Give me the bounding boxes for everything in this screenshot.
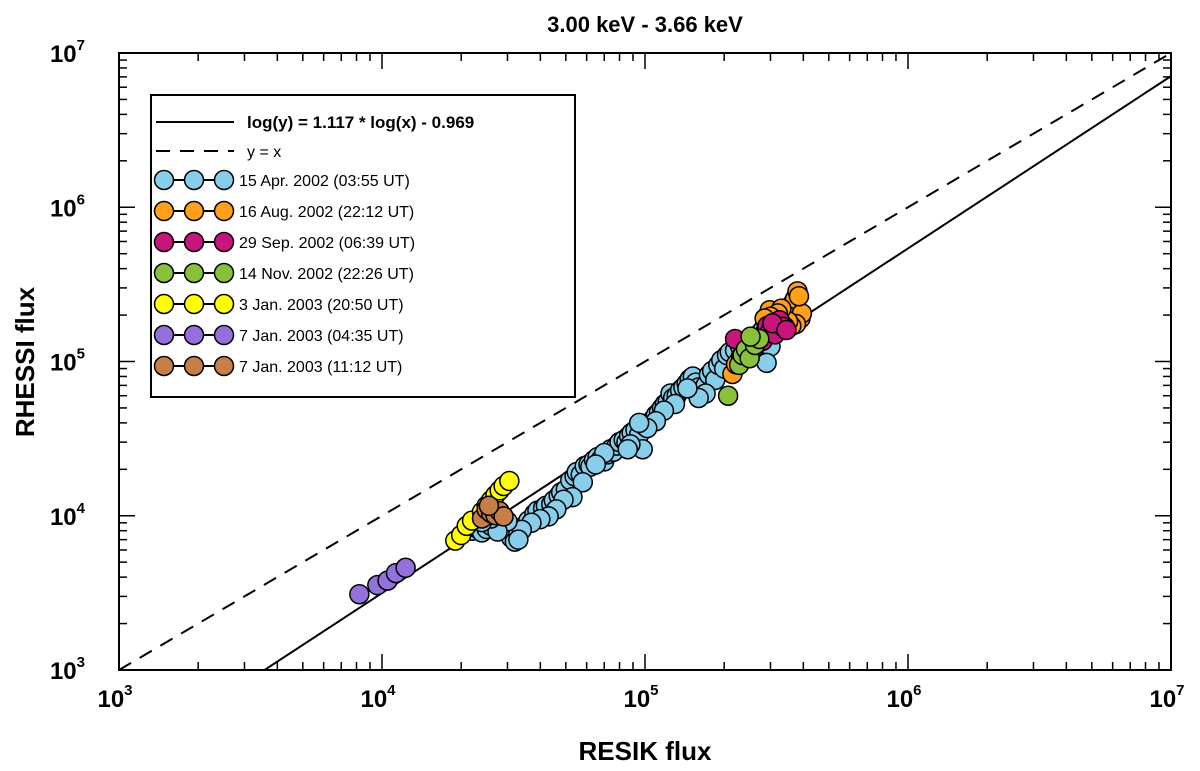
series-7	[471, 495, 514, 529]
data-point	[776, 319, 797, 341]
legend-entry: 14 Nov. 2002 (22:26 UT)	[153, 262, 414, 284]
x-tick-label: 106	[886, 682, 921, 713]
plot-frame	[118, 52, 1172, 671]
y-tick-label: 104	[50, 500, 86, 531]
legend-marker	[183, 231, 205, 253]
legend-marker	[183, 324, 205, 346]
legend-marker	[213, 355, 235, 377]
legend-marker	[183, 262, 205, 284]
legend-marker	[183, 169, 205, 191]
legend-marker	[153, 324, 175, 346]
data-point	[572, 471, 594, 493]
legend-marker	[153, 231, 175, 253]
legend-marker	[213, 231, 235, 253]
legend-entry: 7 Jan. 2003 (04:35 UT)	[153, 324, 404, 346]
legend-marker	[153, 169, 175, 191]
y-axis-label: RHESSI flux	[10, 286, 40, 437]
x-tick-label: 104	[360, 682, 396, 713]
legend: log(y) = 1.117 * log(x) - 0.969 y = x 15…	[150, 94, 576, 398]
legend-series-label: 14 Nov. 2002 (22:26 UT)	[239, 266, 414, 283]
data-point	[508, 529, 529, 550]
legend-entry: 3 Jan. 2003 (20:50 UT)	[153, 293, 404, 315]
data-point	[478, 495, 500, 517]
legend-marker	[183, 200, 205, 222]
legend-fit-label: log(y) = 1.117 * log(x) - 0.969	[247, 113, 474, 132]
data-point	[628, 412, 650, 434]
chart-title: 3.00 keV - 3.66 keV	[547, 12, 743, 37]
data-point	[499, 470, 520, 492]
legend-marker	[153, 200, 175, 222]
legend-entry: 7 Jan. 2003 (11:12 UT)	[153, 355, 402, 377]
data-point	[740, 326, 761, 347]
legend-entry: 15 Apr. 2002 (03:55 UT)	[153, 169, 410, 191]
legend-series-label: 7 Jan. 2003 (11:12 UT)	[239, 359, 402, 376]
legend-marker	[213, 293, 235, 315]
legend-series-label: 7 Jan. 2003 (04:35 UT)	[239, 328, 404, 345]
legend-series-label: 15 Apr. 2002 (03:55 UT)	[239, 173, 410, 190]
legend-marker	[213, 324, 235, 346]
legend-marker	[213, 200, 235, 222]
legend-marker	[153, 355, 175, 377]
legend-marker	[213, 169, 235, 191]
series-6	[349, 557, 416, 605]
legend-marker	[153, 293, 175, 315]
x-tick-label: 107	[1149, 682, 1184, 713]
y-tick-label: 105	[50, 346, 85, 377]
data-point	[395, 557, 416, 579]
legend-series-label: 29 Sep. 2002 (06:39 UT)	[239, 235, 415, 252]
data-point	[617, 438, 639, 460]
identity-line	[119, 53, 1171, 670]
data-point	[677, 378, 698, 399]
legend-marker	[183, 355, 205, 377]
y-tick-label: 103	[50, 654, 85, 685]
series-4	[717, 326, 770, 406]
data-point	[788, 285, 810, 307]
x-axis-label: RESIK flux	[579, 736, 712, 766]
x-tick-label: 103	[97, 682, 132, 713]
legend-marker	[153, 262, 175, 284]
data-point	[585, 454, 607, 475]
y-tick-label: 106	[50, 191, 85, 222]
legend-entry: 29 Sep. 2002 (06:39 UT)	[153, 231, 415, 253]
data-point	[717, 385, 739, 406]
data-point	[349, 583, 370, 605]
legend-marker	[183, 293, 205, 315]
legend-identity-label: y = x	[247, 144, 281, 161]
legend-entry: 16 Aug. 2002 (22:12 UT)	[153, 200, 414, 222]
legend-marker	[213, 262, 235, 284]
y-tick-label: 107	[50, 37, 85, 68]
legend-series-label: 3 Jan. 2003 (20:50 UT)	[239, 297, 404, 314]
x-tick-label: 105	[623, 682, 658, 713]
data-point	[493, 506, 514, 527]
legend-series-label: 16 Aug. 2002 (22:12 UT)	[239, 204, 414, 221]
